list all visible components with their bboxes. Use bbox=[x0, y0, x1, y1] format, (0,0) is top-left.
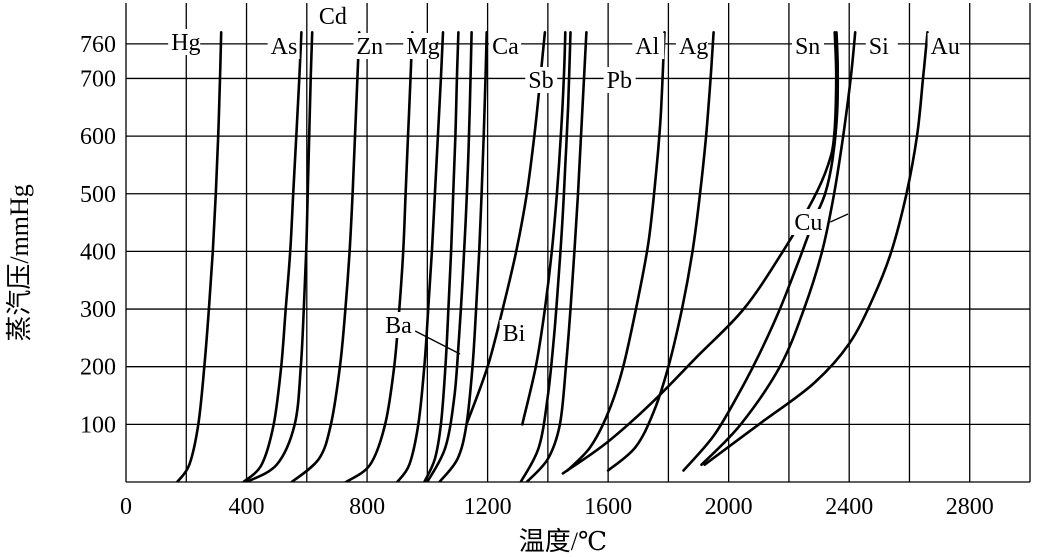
curve-label-al: Al bbox=[635, 34, 659, 60]
y-tick-label: 500 bbox=[80, 182, 116, 208]
x-tick-label: 1200 bbox=[464, 494, 512, 520]
x-tick-label: 2000 bbox=[705, 494, 753, 520]
series-line-al bbox=[566, 30, 666, 472]
series-line-sn bbox=[561, 30, 838, 475]
curve-label-ca: Ca bbox=[492, 34, 519, 60]
curve-label-bi: Bi bbox=[503, 321, 526, 347]
x-tick-label: 0 bbox=[120, 494, 132, 520]
y-tick-label: 300 bbox=[80, 297, 116, 323]
series-line-mg-2 bbox=[423, 30, 460, 482]
series-line-sb-2 bbox=[525, 30, 588, 482]
curve-label-bg bbox=[353, 33, 386, 59]
series-line-cu bbox=[682, 30, 840, 472]
curve-label-bg bbox=[499, 320, 532, 346]
curve-label-bg bbox=[865, 33, 898, 59]
curve-label-sb: Sb bbox=[528, 68, 553, 94]
series-line-cd bbox=[245, 30, 314, 482]
curve-label-hg: Hg bbox=[171, 30, 200, 56]
x-tick-label: 2800 bbox=[946, 494, 994, 520]
x-tick-label: 400 bbox=[229, 494, 265, 520]
curve-label-bg bbox=[267, 33, 300, 59]
curve-label-pb: Pb bbox=[607, 68, 632, 94]
y-tick-label: 600 bbox=[80, 124, 116, 150]
x-tick-label: 800 bbox=[349, 494, 385, 520]
curve-label-bg bbox=[525, 67, 558, 93]
series-line-ca-2 bbox=[438, 30, 488, 482]
curve-label-bg bbox=[403, 33, 436, 59]
curve-label-cu: Cu bbox=[794, 210, 822, 236]
series-line-ag bbox=[606, 30, 715, 472]
series-line-si bbox=[700, 30, 857, 466]
series-line-ba bbox=[395, 30, 445, 482]
curve-label-bg bbox=[927, 33, 960, 59]
series-line-bi bbox=[519, 30, 572, 482]
x-tick-label: 2400 bbox=[825, 494, 873, 520]
y-tick-label: 100 bbox=[80, 412, 116, 438]
series-line-zn bbox=[290, 30, 361, 482]
curve-label-bg bbox=[382, 312, 415, 338]
series-line-pb bbox=[521, 30, 567, 426]
curve-label-au: Au bbox=[931, 34, 960, 60]
curve-label-zn: Zn bbox=[357, 34, 384, 60]
curve-label-bg bbox=[791, 209, 824, 235]
curve-label-bg bbox=[675, 33, 708, 59]
series-line-mg bbox=[344, 30, 414, 482]
y-tick-label: 700 bbox=[80, 66, 116, 92]
curve-label-as: As bbox=[271, 34, 298, 60]
y-tick-label: 760 bbox=[80, 32, 116, 58]
curve-label-bg bbox=[791, 33, 824, 59]
curve-label-ba: Ba bbox=[385, 313, 412, 339]
curve-label-cd: Cd bbox=[319, 4, 347, 30]
curve-label-bg bbox=[632, 33, 665, 59]
y-axis-title: 蒸汽压/mmHg bbox=[5, 184, 34, 341]
series-line-as bbox=[242, 30, 303, 482]
curve-label-bg bbox=[315, 3, 348, 29]
y-tick-label: 200 bbox=[80, 355, 116, 381]
series-line-au bbox=[703, 30, 929, 466]
curve-label-ag: Ag bbox=[679, 34, 708, 60]
curve-label-bg bbox=[489, 33, 522, 59]
series-line-hg bbox=[175, 30, 223, 482]
y-tick-label: 400 bbox=[80, 239, 116, 265]
cu-leader-line bbox=[830, 213, 849, 223]
series-line-ca bbox=[426, 30, 473, 482]
curve-label-sn: Sn bbox=[795, 34, 820, 60]
x-tick-label: 1600 bbox=[584, 494, 632, 520]
curve-label-bg bbox=[168, 29, 201, 55]
curve-label-mg: Mg bbox=[406, 34, 439, 60]
curve-label-bg bbox=[603, 67, 636, 93]
x-axis-title: 温度/℃ bbox=[519, 527, 607, 556]
curve-label-si: Si bbox=[869, 34, 889, 60]
ba-leader-line bbox=[414, 330, 461, 355]
